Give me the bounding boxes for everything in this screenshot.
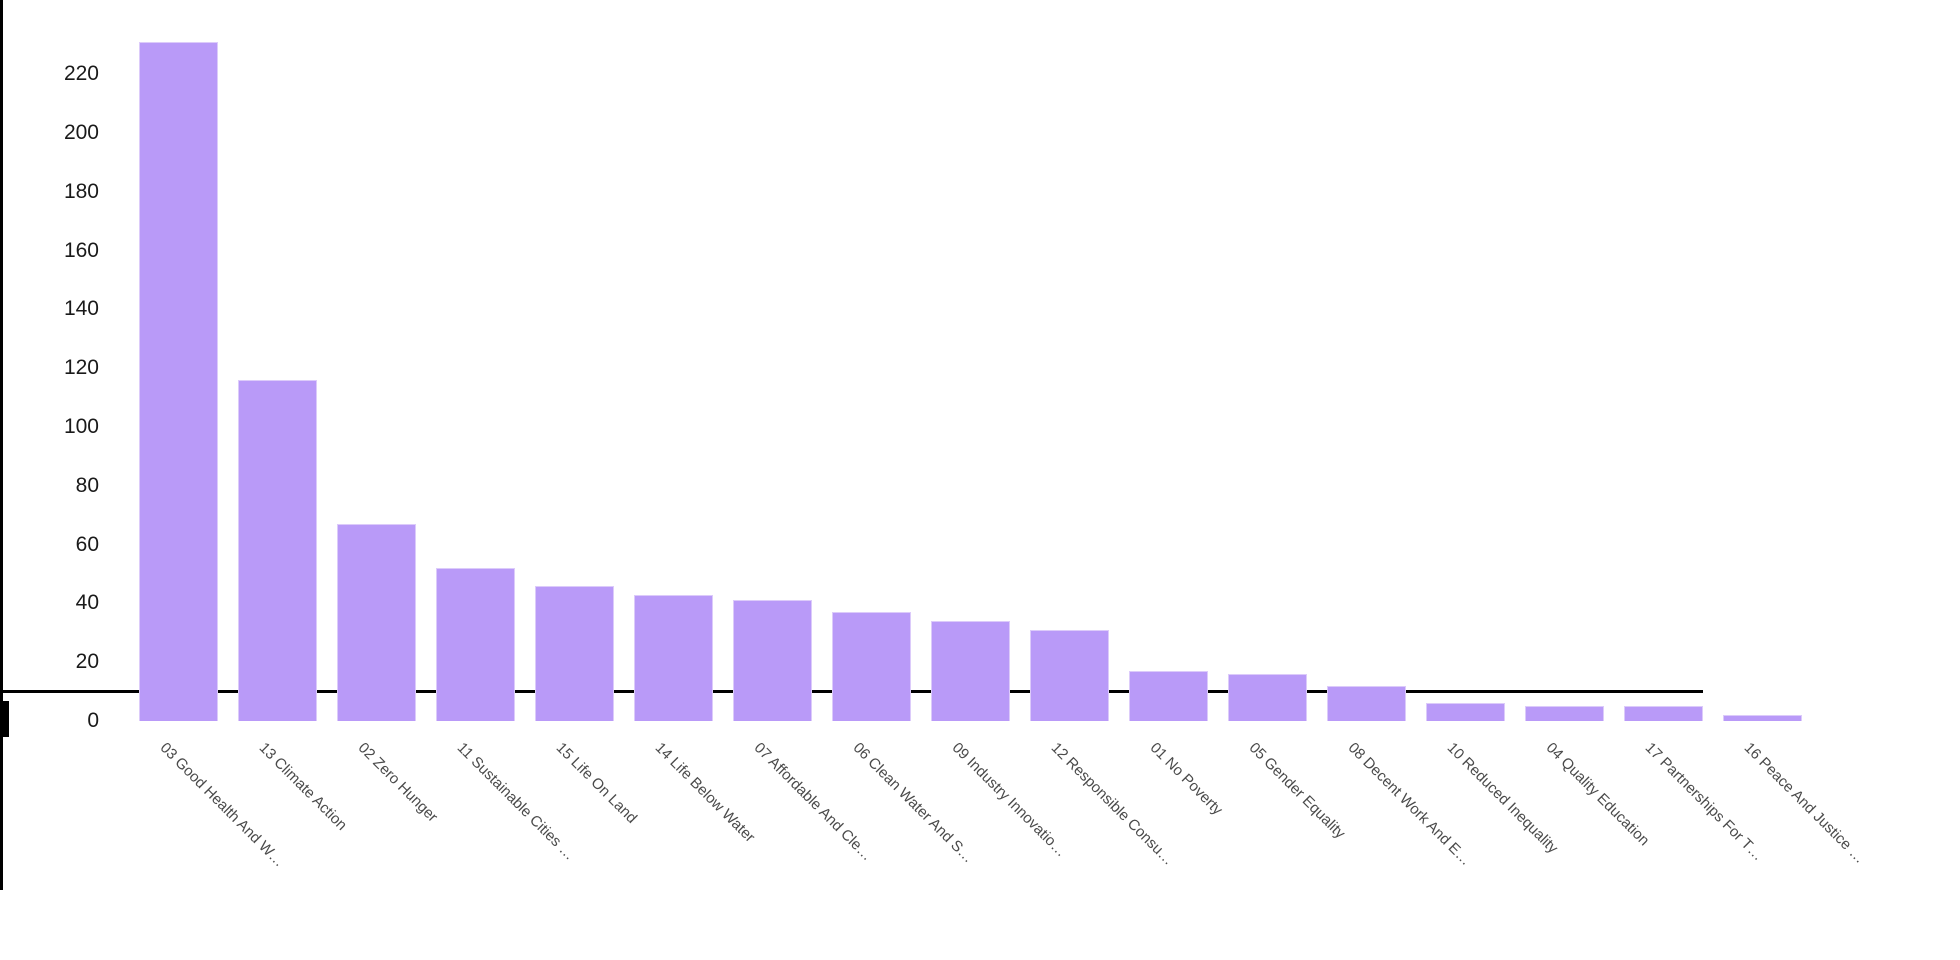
x-axis-tick-label: 09 Industry Innovatio… xyxy=(948,739,1070,861)
bar[interactable] xyxy=(336,524,416,721)
x-axis-tick xyxy=(0,808,3,818)
y-axis-tick xyxy=(0,730,9,734)
y-axis-tick-label: 160 xyxy=(63,238,99,262)
bar[interactable] xyxy=(1623,706,1703,721)
x-axis-tick-label: 13 Climate Action xyxy=(255,739,351,834)
x-axis-tick-label: 14 Life Below Water xyxy=(651,739,759,846)
y-axis-tick-label: 100 xyxy=(63,415,99,438)
y-axis-tick xyxy=(0,712,9,716)
x-axis-tick-label: 01 No Poverty xyxy=(1146,739,1226,819)
y-axis-tick-label: 80 xyxy=(75,473,99,497)
y-axis-tick-label: 120 xyxy=(63,356,99,380)
y-axis-tick xyxy=(0,727,9,731)
bar[interactable] xyxy=(1722,715,1802,721)
bar[interactable] xyxy=(1326,685,1406,721)
y-axis-tick-label: 20 xyxy=(75,650,99,674)
bar[interactable] xyxy=(1128,671,1208,721)
y-axis-tick xyxy=(0,718,9,722)
bar[interactable] xyxy=(930,621,1010,721)
x-axis-tick xyxy=(0,862,3,872)
y-axis-tick xyxy=(0,733,9,737)
x-axis-tick-label: 04 Quality Education xyxy=(1542,739,1653,850)
x-axis-tick xyxy=(0,871,3,881)
x-axis-tick xyxy=(0,844,3,854)
x-axis-tick xyxy=(0,781,3,791)
x-axis-tick xyxy=(0,754,3,764)
x-axis-tick xyxy=(0,880,3,890)
y-axis-tick xyxy=(0,724,9,728)
x-axis-tick xyxy=(0,835,3,845)
y-axis-tick xyxy=(0,700,9,704)
y-axis-line xyxy=(0,0,3,690)
y-axis-tick xyxy=(0,715,9,719)
y-axis-tick xyxy=(0,709,9,713)
bar[interactable] xyxy=(732,600,812,721)
y-axis-tick-label: 220 xyxy=(63,62,99,86)
bar[interactable] xyxy=(1425,703,1505,721)
y-axis-tick-label: 200 xyxy=(63,121,99,144)
x-axis-tick xyxy=(0,826,3,836)
y-axis-tick xyxy=(0,703,9,707)
y-axis-tick xyxy=(0,721,9,725)
bar[interactable] xyxy=(1029,629,1109,721)
bar[interactable] xyxy=(534,585,614,721)
bar[interactable] xyxy=(633,594,713,721)
y-axis-tick xyxy=(0,706,9,710)
y-axis-tick-label: 180 xyxy=(63,179,99,203)
bar[interactable] xyxy=(138,41,218,721)
x-axis-tick xyxy=(0,745,3,755)
x-axis-tick-label: 15 Life On Land xyxy=(552,739,641,827)
x-axis-end-tick xyxy=(0,692,3,701)
y-axis-tick-label: 60 xyxy=(75,532,99,556)
x-axis-tick xyxy=(0,853,3,863)
x-axis-tick-label: 10 Reduced Inequality xyxy=(1443,739,1562,857)
bar[interactable] xyxy=(1227,673,1307,721)
x-axis-tick-label: 02 Zero Hunger xyxy=(354,739,441,826)
x-axis-tick xyxy=(0,763,3,773)
x-axis-tick-label: 05 Gender Equality xyxy=(1245,739,1349,843)
bar[interactable] xyxy=(1524,706,1604,721)
bar[interactable] xyxy=(435,568,515,721)
bar[interactable] xyxy=(831,612,911,721)
y-axis-tick-label: 140 xyxy=(63,297,99,321)
y-axis-tick-label: 0 xyxy=(87,709,99,732)
x-axis-tick xyxy=(0,772,3,782)
x-axis-tick xyxy=(0,817,3,827)
bar[interactable] xyxy=(237,379,317,721)
x-axis-tick-label: 11 Sustainable Cities … xyxy=(453,739,579,864)
x-axis-tick xyxy=(0,736,3,746)
x-axis-tick xyxy=(0,790,3,800)
y-axis-tick-label: 40 xyxy=(75,591,99,615)
x-axis-tick xyxy=(0,799,3,809)
